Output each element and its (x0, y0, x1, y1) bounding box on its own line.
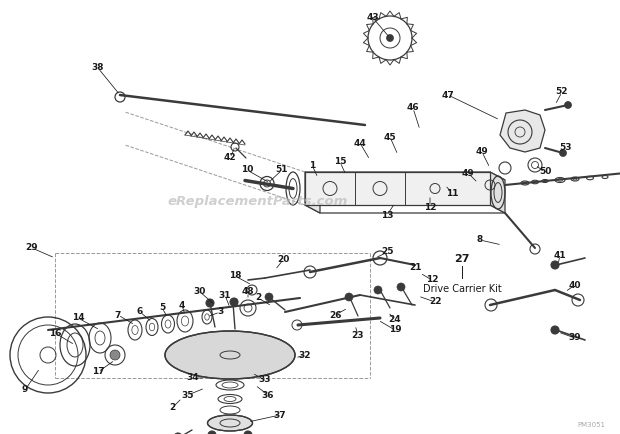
Text: 44: 44 (353, 138, 366, 148)
Text: 42: 42 (224, 154, 236, 162)
Text: 16: 16 (49, 329, 61, 338)
Circle shape (386, 34, 394, 42)
Text: 23: 23 (352, 331, 365, 339)
Text: 13: 13 (381, 210, 393, 220)
Text: 14: 14 (72, 313, 84, 322)
Text: 26: 26 (329, 310, 341, 319)
Text: PM3051: PM3051 (577, 422, 605, 428)
Circle shape (230, 298, 238, 306)
Text: 41: 41 (554, 250, 566, 260)
Ellipse shape (208, 415, 252, 431)
Text: 8: 8 (477, 236, 483, 244)
Text: 25: 25 (382, 247, 394, 256)
Text: 11: 11 (446, 188, 458, 197)
Text: 17: 17 (92, 368, 104, 377)
Text: 18: 18 (229, 272, 241, 280)
Text: 47: 47 (441, 91, 454, 99)
Text: 24: 24 (389, 316, 401, 325)
Text: 50: 50 (539, 168, 551, 177)
Text: 36: 36 (262, 391, 274, 400)
Text: 43: 43 (366, 13, 379, 23)
Text: 46: 46 (407, 103, 419, 112)
Text: eReplacementParts.com: eReplacementParts.com (167, 195, 347, 208)
Polygon shape (490, 172, 505, 213)
Circle shape (397, 283, 405, 291)
Circle shape (551, 261, 559, 269)
Text: 27: 27 (454, 254, 470, 264)
Circle shape (559, 149, 567, 157)
Text: 52: 52 (556, 88, 569, 96)
Polygon shape (500, 110, 545, 152)
Text: 29: 29 (25, 243, 38, 253)
Circle shape (551, 326, 559, 334)
Text: 10: 10 (241, 165, 253, 174)
Text: 37: 37 (273, 411, 286, 420)
Text: 48: 48 (242, 287, 254, 296)
Text: 45: 45 (384, 132, 396, 141)
Text: 5: 5 (159, 303, 165, 312)
Text: 35: 35 (182, 391, 194, 400)
Text: 2: 2 (169, 404, 175, 412)
Text: 32: 32 (299, 351, 311, 359)
Text: 2: 2 (255, 293, 261, 302)
Circle shape (174, 433, 182, 434)
Text: Drive Carrier Kit: Drive Carrier Kit (422, 284, 502, 294)
Text: 49: 49 (476, 148, 489, 157)
Text: 51: 51 (276, 165, 288, 174)
Circle shape (110, 350, 120, 360)
Circle shape (244, 431, 252, 434)
Text: 49: 49 (462, 168, 474, 178)
Text: 7: 7 (115, 310, 121, 319)
Text: 40: 40 (569, 280, 582, 289)
Text: 31: 31 (219, 290, 231, 299)
Text: 20: 20 (277, 256, 289, 264)
Text: 3: 3 (217, 308, 223, 316)
Text: 6: 6 (137, 308, 143, 316)
Text: 9: 9 (22, 385, 28, 395)
Polygon shape (305, 172, 490, 205)
Circle shape (208, 431, 216, 434)
Text: 21: 21 (409, 263, 421, 273)
Text: 15: 15 (334, 158, 346, 167)
Ellipse shape (165, 331, 295, 379)
Text: 39: 39 (569, 333, 582, 342)
Circle shape (206, 299, 214, 307)
Text: 12: 12 (426, 276, 438, 285)
Text: 22: 22 (429, 297, 441, 306)
Text: 30: 30 (194, 287, 206, 296)
Text: 4: 4 (179, 300, 185, 309)
Text: 1: 1 (309, 161, 315, 170)
Polygon shape (305, 172, 320, 213)
Text: 34: 34 (187, 374, 199, 382)
Text: 33: 33 (259, 375, 272, 385)
Text: 19: 19 (389, 326, 401, 335)
Circle shape (265, 293, 273, 301)
Circle shape (374, 286, 382, 294)
Text: 53: 53 (559, 144, 571, 152)
Circle shape (564, 102, 572, 108)
Circle shape (345, 293, 353, 301)
Text: 12: 12 (423, 203, 436, 211)
Text: 38: 38 (92, 63, 104, 72)
